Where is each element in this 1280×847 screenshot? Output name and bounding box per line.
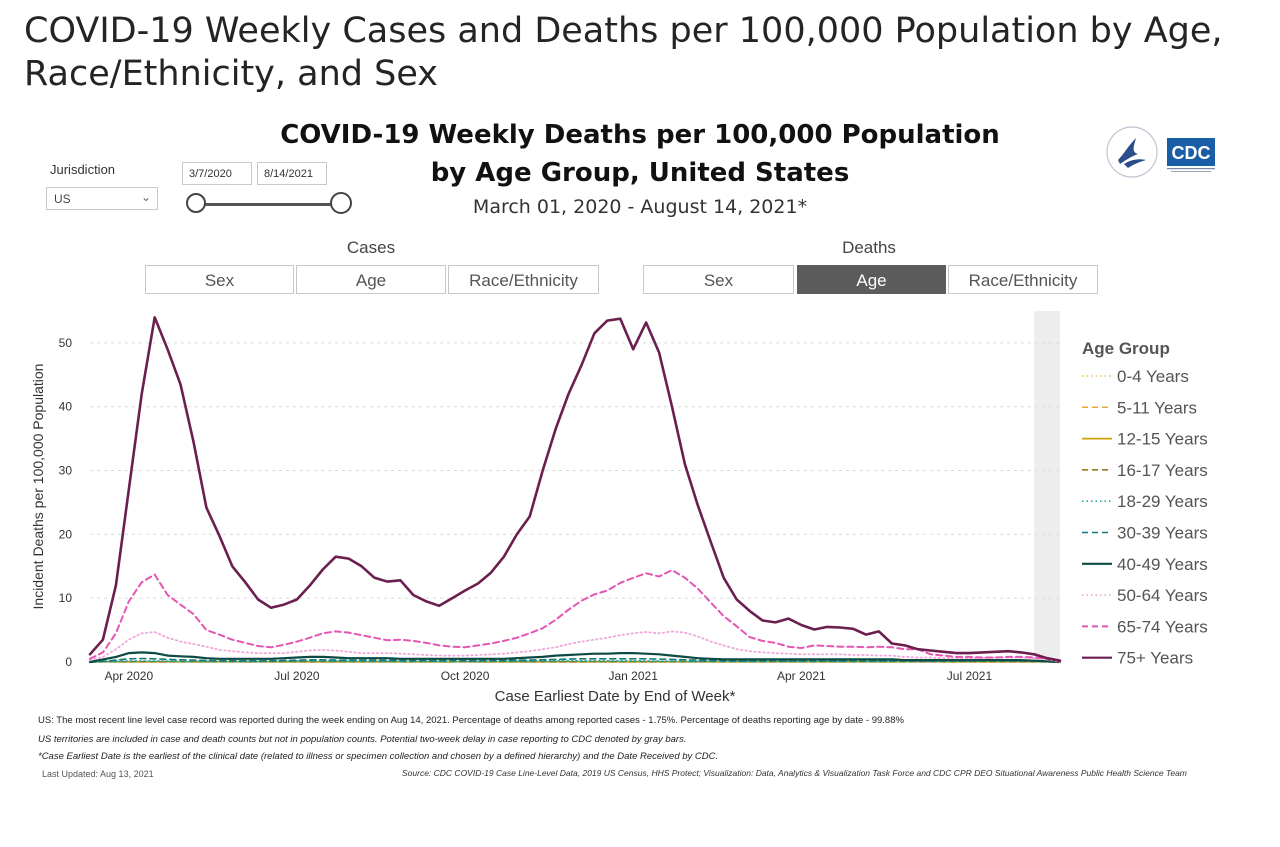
date-slider-start-handle[interactable]: [186, 193, 206, 213]
legend-item-label: 0-4 Years: [1117, 367, 1189, 386]
chart-title-line-1: COVID-19 Weekly Deaths per 100,000 Popul…: [280, 120, 1000, 150]
deaths-age-button[interactable]: Age: [797, 265, 946, 294]
cdc-logo: CDC: [1167, 138, 1215, 174]
chart-title-line-2: by Age Group, United States: [430, 158, 850, 188]
legend-item-label: 50-64 Years: [1117, 586, 1208, 605]
y-tick-label: 40: [59, 400, 73, 414]
legend-title: Age Group: [1082, 339, 1170, 358]
chevron-down-icon: ⌄: [140, 190, 151, 204]
deaths-sex-button[interactable]: Sex: [643, 265, 794, 294]
footnote-line-3: *Case Earliest Date is the earliest of t…: [38, 751, 719, 762]
y-tick-label: 0: [65, 655, 72, 669]
legend-item-label: 18-29 Years: [1117, 492, 1208, 511]
source-note: Source: CDC COVID-19 Case Line-Level Dat…: [402, 768, 1187, 778]
series-line-40-49-years: [88, 651, 1062, 664]
x-tick-label: Apr 2020: [104, 669, 153, 683]
hhs-logo: [1104, 124, 1160, 180]
cases-race-ethnicity-button[interactable]: Race/Ethnicity: [448, 265, 599, 294]
deaths-line-chart: 0 10 20 30 40 50 Apr 2020 Jul 2020 Oct 2020 Jan 2…: [30, 311, 1208, 705]
cdc-logo-text: CDC: [1172, 143, 1211, 163]
start-date-input[interactable]: 3/7/2020: [182, 162, 252, 185]
legend-item-label: 5-11 Years: [1117, 398, 1197, 417]
chart-subtitle: March 01, 2020 - August 14, 2021*: [472, 196, 808, 218]
footnote-line-2: US territories are included in case and …: [38, 734, 687, 745]
reporting-delay-band: [1034, 311, 1060, 662]
y-tick-label: 10: [59, 591, 73, 605]
legend-item-label: 30-39 Years: [1117, 524, 1208, 543]
page-title: COVID-19 Weekly Cases and Deaths per 100…: [24, 10, 1224, 96]
x-tick-label: Oct 2020: [441, 669, 490, 683]
y-tick-label: 30: [59, 464, 73, 478]
y-tick-label: 20: [59, 527, 73, 541]
legend-item-label: 75+ Years: [1117, 649, 1193, 668]
series-line-30-39-years: [89, 657, 1061, 663]
x-tick-label: Jul 2020: [274, 669, 320, 683]
x-tick-label: Jul 2021: [947, 669, 993, 683]
cases-sex-button[interactable]: Sex: [145, 265, 294, 294]
cases-group-label: Cases: [346, 238, 396, 257]
x-axis-title: Case Earliest Date by End of Week*: [495, 688, 736, 705]
jurisdiction-value: US: [54, 192, 71, 206]
deaths-race-ethnicity-button[interactable]: Race/Ethnicity: [948, 265, 1098, 294]
last-updated: Last Updated: Aug 13, 2021: [42, 769, 154, 779]
series-line-75-years: [88, 316, 1062, 663]
series-line-65-74-years: [89, 569, 1061, 663]
legend-item-label: 16-17 Years: [1117, 461, 1208, 480]
y-axis-title: Incident Deaths per 100,000 Population: [30, 364, 46, 610]
cases-age-button[interactable]: Age: [296, 265, 446, 294]
date-slider-end-handle[interactable]: [330, 192, 352, 214]
y-tick-label: 50: [59, 336, 73, 350]
date-range-slider-track[interactable]: [196, 203, 340, 206]
x-tick-label: Jan 2021: [609, 669, 659, 683]
legend-item-label: 40-49 Years: [1117, 555, 1208, 574]
series-line-50-64-years: [89, 630, 1061, 663]
legend-item-label: 12-15 Years: [1117, 430, 1208, 449]
end-date-input[interactable]: 8/14/2021: [257, 162, 327, 185]
page-title-line-2: Race/Ethnicity, and Sex: [24, 54, 438, 94]
chart-title: COVID-19 Weekly Deaths per 100,000 Popul…: [210, 116, 1070, 192]
jurisdiction-label: Jurisdiction: [50, 162, 116, 177]
page-title-line-1: COVID-19 Weekly Cases and Deaths per 100…: [24, 11, 1223, 51]
legend-item-label: 65-74 Years: [1117, 617, 1208, 636]
deaths-group-label: Deaths: [842, 238, 896, 257]
x-tick-label: Apr 2021: [777, 669, 826, 683]
jurisdiction-dropdown[interactable]: US ⌄: [46, 187, 158, 210]
footnote-line-1: US: The most recent line level case reco…: [38, 715, 904, 726]
